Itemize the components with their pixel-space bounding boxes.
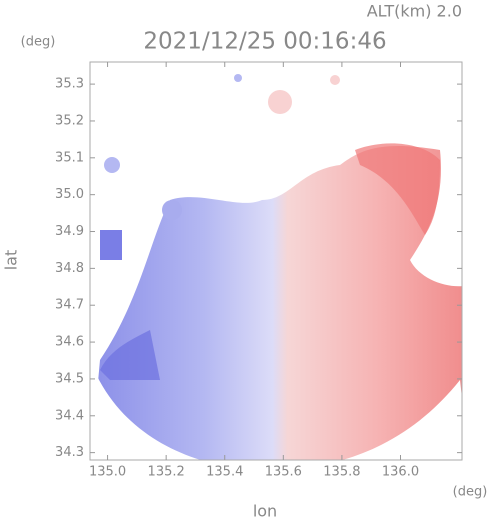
y-tick-label: 34.6	[55, 335, 84, 350]
y-tick-label: 34.5	[55, 371, 84, 386]
y-tick-label: 35.0	[55, 187, 84, 202]
y-tick-label: 34.4	[55, 408, 84, 423]
y-tick-label: 35.2	[55, 113, 84, 128]
x-unit: (deg)	[453, 485, 488, 500]
x-tick-label: 135.4	[206, 465, 243, 480]
altitude: ALT(km) 2.0	[367, 2, 462, 21]
y-tick-label: 35.3	[55, 77, 84, 92]
y-tick-label: 34.7	[55, 298, 84, 313]
plot-frame	[89, 61, 463, 461]
x-tick-label: 135.2	[148, 465, 185, 480]
title: 2021/12/25 00:16:46	[143, 29, 386, 55]
y-tick-label: 35.1	[55, 150, 84, 165]
y-tick-label: 34.9	[55, 224, 84, 239]
x-tick-label: 136.0	[382, 465, 419, 480]
x-tick-label: 135.0	[89, 465, 126, 480]
y-tick-label: 34.8	[55, 261, 84, 276]
y-tick-label: 34.3	[55, 445, 84, 460]
y-unit: (deg)	[21, 35, 56, 50]
y-label: lat	[2, 250, 21, 271]
x-tick-label: 135.8	[323, 465, 360, 480]
velocity-field	[90, 74, 462, 460]
x-tick-label: 135.6	[265, 465, 302, 480]
x-label: lon	[253, 502, 277, 521]
